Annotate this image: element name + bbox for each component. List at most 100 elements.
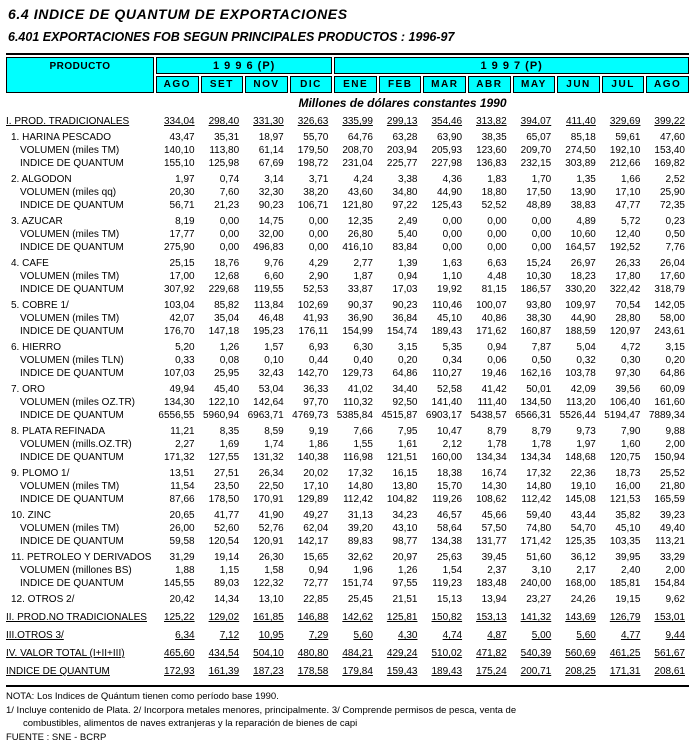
column-header-producto: PRODUCTO	[6, 57, 154, 93]
value-cell: 0,00	[308, 229, 329, 240]
value-cell: 4,77	[620, 630, 641, 641]
value-cell: 25,90	[659, 187, 685, 198]
value-cell: 1,78	[531, 439, 552, 450]
value-cell: 72,35	[659, 200, 685, 211]
value-cell: 48,89	[526, 200, 552, 211]
value-cell: 2,52	[665, 174, 685, 185]
value-cell: 13,51	[169, 468, 195, 479]
value-cell: 26,34	[258, 468, 284, 479]
table-row: VOLUMEN (miles qq) 20,30 7,60 32,30 38,20 43,…	[6, 186, 689, 199]
value-cell: 150,94	[654, 452, 685, 463]
value-cell: 331,30	[253, 116, 284, 127]
value-cell: 8,79	[531, 426, 552, 437]
value-cell: 275,90	[163, 242, 195, 253]
value-cell: 171,31	[609, 666, 641, 677]
value-cell: 2,17	[576, 565, 596, 576]
value-cell: 58,00	[659, 313, 685, 324]
value-cell: 46,57	[437, 510, 463, 521]
value-cell: 90,23	[258, 200, 284, 211]
value-cell: 39,56	[615, 384, 641, 395]
value-cell: 25,45	[347, 594, 373, 605]
row-label: 2. ALGODON	[11, 174, 72, 185]
value-cell: 97,70	[303, 397, 329, 408]
value-cell: 9,19	[308, 426, 329, 437]
value-cell: 1,58	[264, 565, 284, 576]
value-cell: 41,90	[258, 510, 284, 521]
value-cell: 326,63	[297, 116, 329, 127]
value-cell: 5,35	[442, 342, 463, 353]
value-cell: 45,10	[437, 313, 463, 324]
value-cell: 140,38	[297, 452, 329, 463]
value-cell: 161,85	[253, 612, 284, 623]
value-cell: 0,00	[219, 229, 240, 240]
month-header: ABR	[468, 76, 511, 93]
value-cell: 33,29	[659, 552, 685, 563]
value-cell: 44,90	[437, 187, 463, 198]
table-row: VOLUMEN (miles TM) 17,77 0,00 32,00 0,00 26,8…	[6, 228, 689, 241]
value-cell: 39,23	[659, 510, 685, 521]
value-cell: 4,30	[398, 630, 418, 641]
value-cell: 26,30	[258, 552, 284, 563]
value-cell: 47,77	[615, 200, 641, 211]
value-cell: 0,00	[442, 242, 463, 253]
row-label: VOLUMEN (mills.OZ.TR)	[20, 439, 132, 450]
value-cell: 89,03	[214, 578, 240, 589]
value-cell: 480,80	[297, 648, 329, 659]
value-cell: 36,12	[570, 552, 596, 563]
value-cell: 4,36	[442, 174, 463, 185]
table-row: 1. HARINA PESCADO 43,47 35,31 18,97 55,70 64,…	[6, 131, 689, 144]
exports-table: PRODUCTO 1 9 9 6 (P) 1 9 9 7 (P) AGO SET NOV D…	[6, 53, 689, 687]
value-cell: 45,66	[481, 510, 507, 521]
table-row: VOLUMEN (miles TM) 42,07 35,04 46,48 41,93 36…	[6, 312, 689, 325]
value-cell: 208,25	[565, 666, 596, 677]
value-cell: 0,00	[531, 216, 552, 227]
value-cell: 540,39	[520, 648, 552, 659]
value-cell: 140,10	[163, 145, 195, 156]
month-header: MAR	[423, 76, 467, 93]
value-cell: 2,12	[442, 439, 463, 450]
value-cell: 16,00	[615, 481, 641, 492]
value-cell: 5960,94	[203, 410, 240, 421]
value-cell: 83,84	[392, 242, 418, 253]
value-cell: 5,00	[531, 630, 552, 641]
value-cell: 18,73	[615, 468, 641, 479]
value-cell: 17,10	[615, 187, 641, 198]
value-cell: 168,00	[565, 578, 596, 589]
value-cell: 14,80	[526, 481, 552, 492]
value-cell: 43,47	[169, 132, 195, 143]
value-cell: 465,60	[163, 648, 195, 659]
value-cell: 14,80	[347, 481, 373, 492]
value-cell: 63,90	[437, 132, 463, 143]
month-header: NOV	[245, 76, 288, 93]
value-cell: 49,40	[659, 523, 685, 534]
value-cell: 120,97	[609, 326, 641, 337]
value-cell: 15,70	[437, 481, 463, 492]
value-cell: 21,23	[214, 200, 240, 211]
value-cell: 0,20	[398, 355, 418, 366]
value-cell: 0,74	[219, 174, 240, 185]
value-cell: 54,70	[570, 523, 596, 534]
value-cell: 40,86	[481, 313, 507, 324]
value-cell: 38,30	[526, 313, 552, 324]
page-subtitle: 6.401 EXPORTACIONES FOB SEGUN PRINCIPALE…	[8, 30, 455, 44]
value-cell: 145,08	[565, 494, 596, 505]
value-cell: 274,50	[565, 145, 596, 156]
value-cell: 3,15	[665, 342, 685, 353]
value-cell: 111,40	[477, 397, 507, 408]
value-cell: 21,51	[392, 594, 418, 605]
value-cell: 411,40	[565, 116, 596, 127]
value-cell: 11,54	[170, 481, 195, 492]
value-cell: 162,16	[520, 368, 552, 379]
value-cell: 20,65	[169, 510, 195, 521]
table-row: INDICE DE QUANTUM 87,66 178,50 170,91 129,89…	[6, 493, 689, 506]
value-cell: 142,62	[342, 612, 373, 623]
value-cell: 35,31	[214, 132, 240, 143]
value-cell: 4769,73	[292, 410, 329, 421]
value-cell: 4,87	[487, 630, 507, 641]
value-cell: 36,33	[303, 384, 329, 395]
value-cell: 129,02	[208, 612, 240, 623]
value-cell: 232,15	[520, 158, 552, 169]
value-cell: 90,37	[347, 300, 373, 311]
value-cell: 179,50	[297, 145, 329, 156]
value-cell: 176,11	[298, 326, 329, 337]
